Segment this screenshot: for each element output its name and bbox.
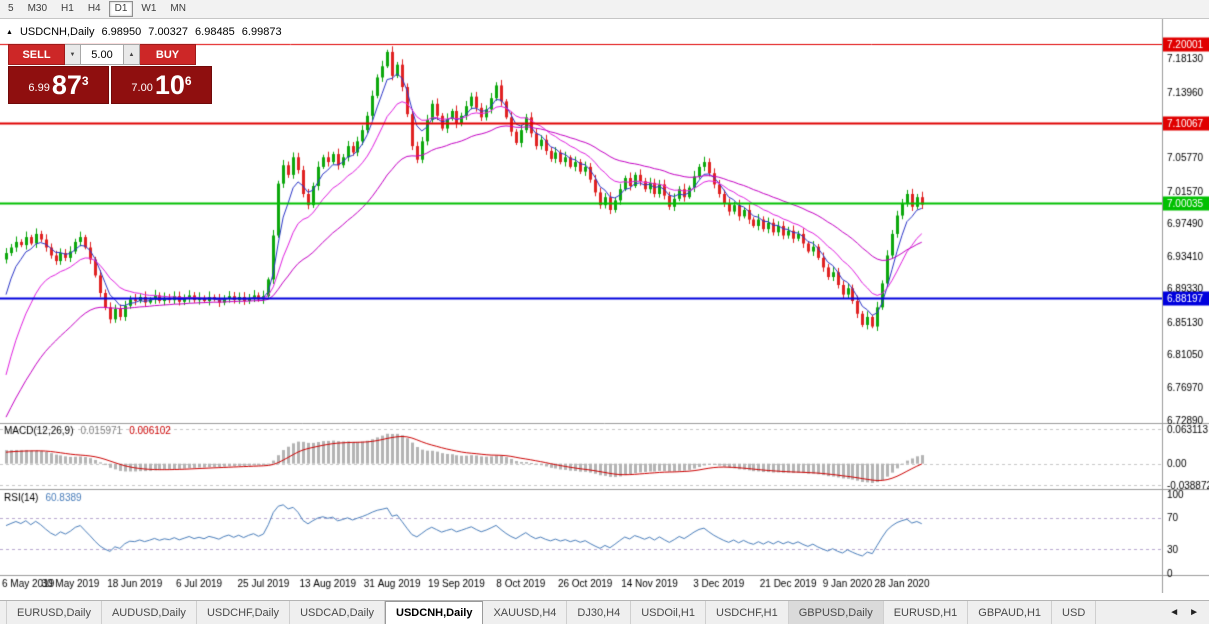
tab-scroll-arrows: ◄ ► — [1159, 601, 1209, 624]
buy-button[interactable]: BUY — [140, 44, 196, 65]
ask-price-prefix: 7.00 — [131, 81, 153, 94]
timeframe-button-m30[interactable]: M30 — [27, 3, 48, 14]
ohlc-close: 6.99873 — [241, 26, 282, 38]
bid-price-big: 87 — [51, 70, 82, 100]
trade-buttons-row: SELL ▼ ▲ BUY — [8, 44, 212, 65]
ask-price-sup: 6 — [184, 74, 192, 88]
timeframe-button-5[interactable]: 5 — [8, 3, 14, 14]
tabs-scroll-right-icon[interactable]: ► — [1189, 607, 1199, 618]
volume-up-button[interactable]: ▲ — [124, 44, 140, 65]
tab-usdchf-daily[interactable]: USDCHF,Daily — [197, 601, 291, 624]
bid-price-box[interactable]: 6.99 87 3 — [8, 66, 109, 104]
timeframe-button-h4[interactable]: H4 — [87, 3, 101, 14]
timeframe-button-d1[interactable]: D1 — [108, 1, 134, 17]
tab-eurusd-daily[interactable]: EURUSD,Daily — [6, 601, 102, 624]
volume-input[interactable] — [81, 44, 124, 65]
tab-gbpusd-daily[interactable]: GBPUSD,Daily — [788, 601, 884, 624]
volume-down-button[interactable]: ▼ — [65, 44, 81, 65]
timeframe-toolbar: 5 M30 H1 H4 D1 W1 MN — [0, 0, 1209, 19]
bid-price-sup: 3 — [81, 74, 89, 88]
tab-usdcnh-daily[interactable]: USDCNH,Daily — [385, 601, 484, 624]
bottom-gap — [0, 593, 1209, 600]
tab-usdchf-h1[interactable]: USDCHF,H1 — [706, 601, 789, 624]
one-click-trade-panel: SELL ▼ ▲ BUY 6.99 87 3 7.00 10 6 — [8, 44, 212, 104]
sell-button[interactable]: SELL — [8, 44, 65, 65]
tab-list: EURUSD,Daily AUDUSD,Daily USDCHF,Daily USDC… — [6, 601, 1097, 624]
chart-symbol-label: USDCNH,Daily — [19, 26, 95, 38]
collapse-trade-panel-icon[interactable]: ▲ — [6, 28, 13, 36]
tab-usdoil-h1[interactable]: USDOil,H1 — [631, 601, 706, 624]
ohlc-low: 6.98485 — [195, 26, 235, 38]
ask-price-big: 10 — [154, 70, 185, 100]
bid-price-prefix: 6.99 — [28, 81, 50, 94]
timeframe-button-w1[interactable]: W1 — [141, 3, 157, 14]
price-chart-canvas[interactable] — [0, 19, 1209, 593]
chart-area: ▲ USDCNH,Daily 6.98950 7.00327 6.98485 6… — [0, 19, 1209, 593]
tab-xauusd-h4[interactable]: XAUUSD,H4 — [483, 601, 568, 624]
tab-eurusd-h1[interactable]: EURUSD,H1 — [884, 601, 969, 624]
tab-dj30-h4[interactable]: DJ30,H4 — [567, 601, 632, 624]
timeframe-button-mn[interactable]: MN — [170, 3, 186, 14]
ask-price-box[interactable]: 7.00 10 6 — [111, 66, 212, 104]
ohlc-open: 6.98950 — [101, 26, 142, 38]
tabs-scroll-left-icon[interactable]: ◄ — [1169, 607, 1180, 618]
tab-usd[interactable]: USD — [1052, 601, 1097, 624]
timeframe-button-h1[interactable]: H1 — [61, 3, 74, 14]
tab-gbpaud-h1[interactable]: GBPAUD,H1 — [968, 601, 1053, 624]
ohlc-high: 7.00327 — [148, 26, 189, 38]
tab-audusd-daily[interactable]: AUDUSD,Daily — [102, 601, 197, 624]
tab-usdcad-daily[interactable]: USDCAD,Daily — [290, 601, 386, 624]
trade-prices-row: 6.99 87 3 7.00 10 6 — [8, 66, 212, 104]
chart-tabs-bar: EURUSD,Daily AUDUSD,Daily USDCHF,Daily USDC… — [0, 600, 1209, 624]
chart-header: ▲ USDCNH,Daily 6.98950 7.00327 6.98485 6… — [6, 26, 282, 38]
